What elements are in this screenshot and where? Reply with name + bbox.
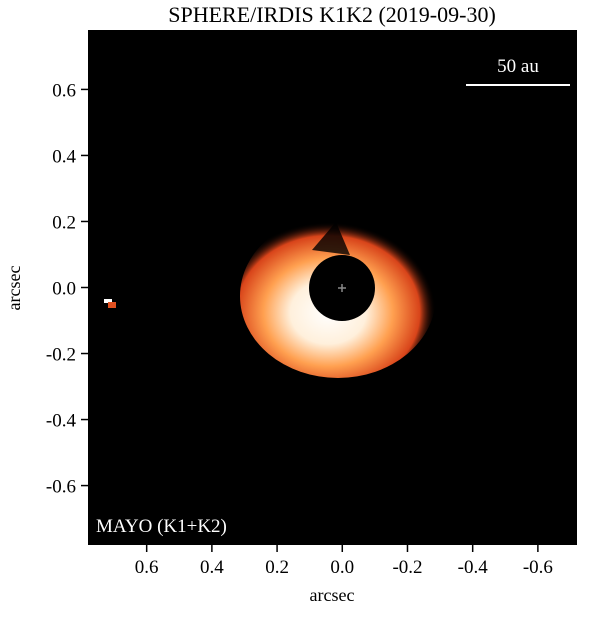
y-tick-label: 0.0 — [52, 279, 76, 300]
y-tick-label: 0.2 — [52, 212, 76, 233]
x-tick-label: -0.2 — [392, 557, 422, 578]
instrument-label: MAYO (K1+K2) — [96, 516, 227, 537]
x-tick-label: -0.4 — [458, 557, 489, 578]
chart-title: SPHERE/IRDIS K1K2 (2019-09-30) — [168, 2, 496, 27]
x-tick-label: 0.2 — [265, 557, 289, 578]
disk-gap — [312, 222, 350, 255]
y-tick-label: -0.4 — [46, 411, 77, 432]
scale-label: 50 au — [497, 56, 539, 77]
x-tick-label: 0.6 — [135, 557, 159, 578]
y-tick-label: -0.6 — [46, 477, 76, 498]
y-tick-label: 0.6 — [52, 80, 76, 101]
y-axis-label: arcsec — [4, 266, 24, 311]
point-source — [108, 302, 116, 308]
x-axis-label: arcsec — [310, 585, 355, 605]
y-tick-label: -0.2 — [46, 345, 76, 366]
x-tick-label: -0.6 — [523, 557, 553, 578]
point-source — [104, 299, 112, 303]
x-tick-label: 0.0 — [330, 557, 354, 578]
y-tick-label: 0.4 — [52, 146, 76, 167]
x-tick-label: 0.4 — [200, 557, 224, 578]
star-marker — [338, 284, 346, 292]
